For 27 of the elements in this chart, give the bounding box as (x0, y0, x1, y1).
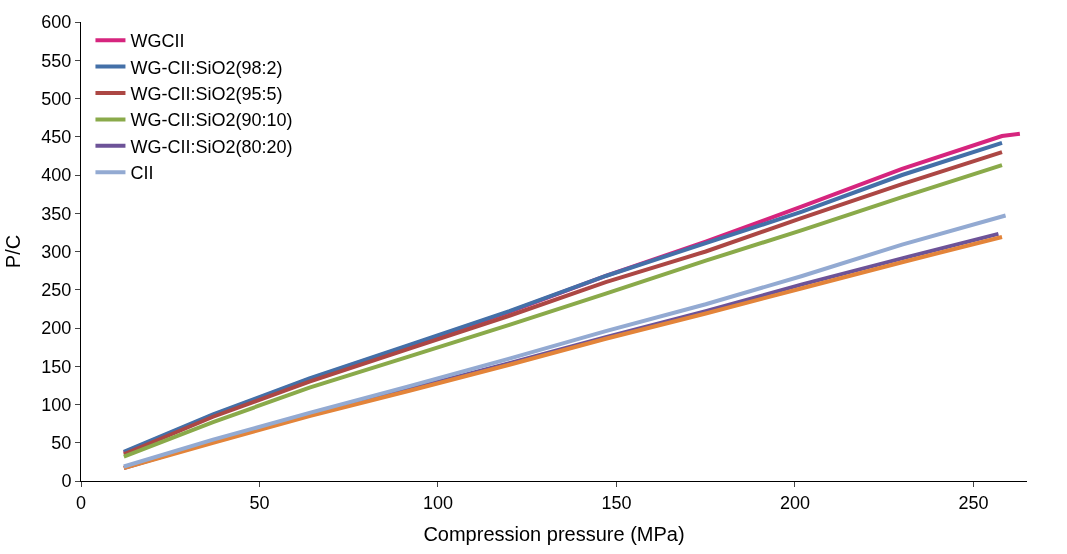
y-tick-label: 400 (41, 165, 72, 186)
legend-label: WG-CII:SiO2(95:5) (130, 84, 283, 105)
x-axis-title: Compression pressure (MPa) (423, 523, 685, 546)
y-tick-label: 550 (41, 50, 72, 71)
y-tick-label: 250 (41, 280, 72, 301)
y-tick-label: 350 (41, 203, 72, 224)
x-tick-label: 0 (75, 492, 87, 513)
legend-label: WG-CII:SiO2(90:10) (130, 110, 293, 131)
x-tick-label: 200 (779, 492, 810, 513)
y-tick-label: 150 (41, 356, 72, 377)
x-tick-label: 250 (958, 492, 989, 513)
y-axis-title: P/C (1, 234, 24, 269)
y-tick-label: 600 (41, 12, 72, 33)
y-tick-label: 450 (41, 127, 72, 148)
legend-label: WG-CII:SiO2(98:2) (130, 57, 283, 78)
y-tick-label: 200 (41, 318, 72, 339)
y-tick-label: 300 (41, 241, 72, 262)
x-tick-label: 50 (249, 492, 270, 513)
y-tick-label: 50 (51, 433, 72, 454)
x-tick-label: 150 (601, 492, 632, 513)
legend-label: CII (130, 163, 154, 184)
legend-label: WG-CII:SiO2(80:20) (130, 136, 293, 157)
y-tick-label: 100 (41, 394, 72, 415)
y-tick-label: 500 (41, 88, 72, 109)
legend-label: WGCII (130, 31, 185, 52)
y-tick-label: 0 (61, 471, 72, 492)
x-tick-label: 100 (422, 492, 453, 513)
